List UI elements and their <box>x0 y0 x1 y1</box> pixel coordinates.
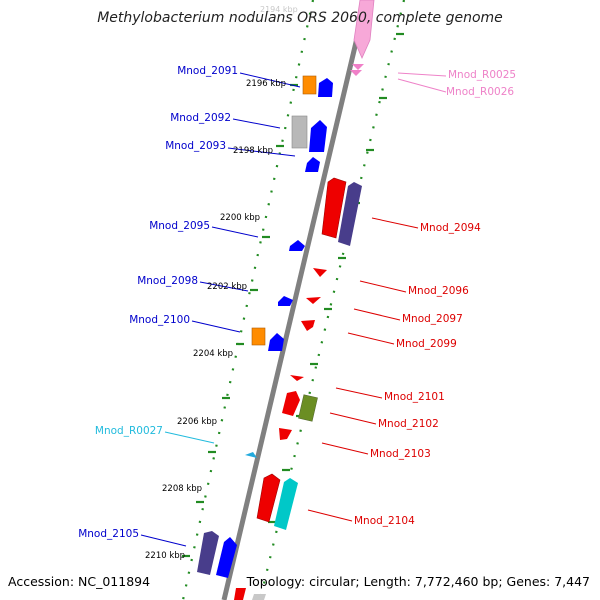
kbp-label: 2202 kbp <box>207 282 247 292</box>
page-title: Methylobacterium nodulans ORS 2060, comp… <box>97 10 503 26</box>
gene-label-link[interactable]: Mnod_2093 <box>165 140 226 152</box>
kbp-labels: 2196 kbp 2198 kbp 2200 kbp 2202 kbp 2204… <box>145 79 286 561</box>
gene-label-link[interactable]: Mnod_R0027 <box>95 425 163 437</box>
gene-label-link[interactable]: Mnod_2098 <box>137 275 198 287</box>
gene-2105-blue-arrow[interactable] <box>216 537 237 578</box>
gene-label-link[interactable]: Mnod_2105 <box>78 528 139 540</box>
genome-summary-text: Topology: circular; Length: 7,772,460 bp… <box>246 574 590 589</box>
gene-2097-red-arrow[interactable] <box>306 297 321 304</box>
gene-label-link[interactable]: Mnod_2101 <box>384 391 445 403</box>
gene-2098-blue-arrow[interactable] <box>278 296 293 306</box>
genome-backbone <box>221 0 369 600</box>
partial-red-feature <box>234 588 246 600</box>
partial-gray-feature <box>252 594 266 600</box>
gene-label-link[interactable]: Mnod_2103 <box>370 448 431 460</box>
ring-ticks <box>182 32 404 558</box>
right-gene-labels: Mnod_R0025 Mnod_R0026 Mnod_2094 Mnod_209… <box>354 69 516 527</box>
kbp-label: 2200 kbp <box>220 213 260 223</box>
kbp-label: 2208 kbp <box>162 484 202 494</box>
gene-2104-cyan-box[interactable] <box>274 478 298 530</box>
gene-2094-slate-box[interactable] <box>338 182 362 246</box>
gene-label-link[interactable]: Mnod_2094 <box>420 222 481 234</box>
gene-label-link[interactable]: Mnod_R0026 <box>446 86 514 98</box>
gene-2102-red-box[interactable] <box>282 391 300 416</box>
kbp-label: 2198 kbp <box>233 146 273 156</box>
gene-2092-gray-box[interactable] <box>291 115 308 149</box>
kbp-label: 2210 kbp <box>145 551 185 561</box>
kbp-label: 2204 kbp <box>193 349 233 359</box>
gene-2105-slate-box[interactable] <box>197 531 219 575</box>
gene-label-link[interactable]: Mnod_2092 <box>170 112 231 124</box>
gene-2100-orange-box[interactable] <box>251 327 266 346</box>
gene-2091-orange-box[interactable] <box>302 75 317 95</box>
gene-2103-red-arrow[interactable] <box>279 428 292 440</box>
gene-label-link[interactable]: Mnod_2104 <box>354 515 415 527</box>
rrna-feature-R0026a[interactable] <box>352 64 364 70</box>
gene-label-link[interactable]: Mnod_2097 <box>402 313 463 325</box>
gene-2093-blue-arrow[interactable] <box>305 157 320 172</box>
gene-label-link[interactable]: Mnod_R0025 <box>448 69 516 81</box>
left-gene-labels: Mnod_2091 Mnod_2092 Mnod_2093 Mnod_2095 … <box>78 65 238 540</box>
gene-label-link[interactable]: Mnod_2099 <box>396 338 457 350</box>
accession-text: Accession: NC_011894 <box>8 574 150 589</box>
kbp-label: 2196 kbp <box>246 79 286 89</box>
gene-label-link[interactable]: Mnod_2102 <box>378 418 439 430</box>
gene-2100-blue-arrow[interactable] <box>268 333 284 351</box>
faded-kbp-label: 2194 kbp <box>260 5 298 14</box>
gene-label-link[interactable]: Mnod_2100 <box>129 314 190 326</box>
gene-2099-red-arrow[interactable] <box>301 320 315 331</box>
gene-2101-red-arrow[interactable] <box>290 375 304 381</box>
rrna-feature-R0025[interactable] <box>353 0 375 59</box>
gene-label-link[interactable]: Mnod_2095 <box>149 220 210 232</box>
label-leaders <box>140 72 447 547</box>
gene-2092-blue-arrow[interactable] <box>309 120 327 152</box>
rrna-feature-R0026b[interactable] <box>350 70 362 76</box>
gene-label-link[interactable]: Mnod_2091 <box>177 65 238 77</box>
gene-2094-red-box[interactable] <box>321 177 347 239</box>
kbp-label: 2206 kbp <box>177 417 217 427</box>
gene-2096-red-arrow[interactable] <box>313 268 327 277</box>
gene-2104-red-box[interactable] <box>256 473 281 523</box>
gene-2095-blue-arrow[interactable] <box>289 240 305 251</box>
trna-feature-R0027[interactable] <box>245 452 257 458</box>
gene-2102-olive-box[interactable] <box>298 394 318 422</box>
gene-label-link[interactable]: Mnod_2096 <box>408 285 469 297</box>
gene-2091-blue-arrow[interactable] <box>318 78 333 97</box>
